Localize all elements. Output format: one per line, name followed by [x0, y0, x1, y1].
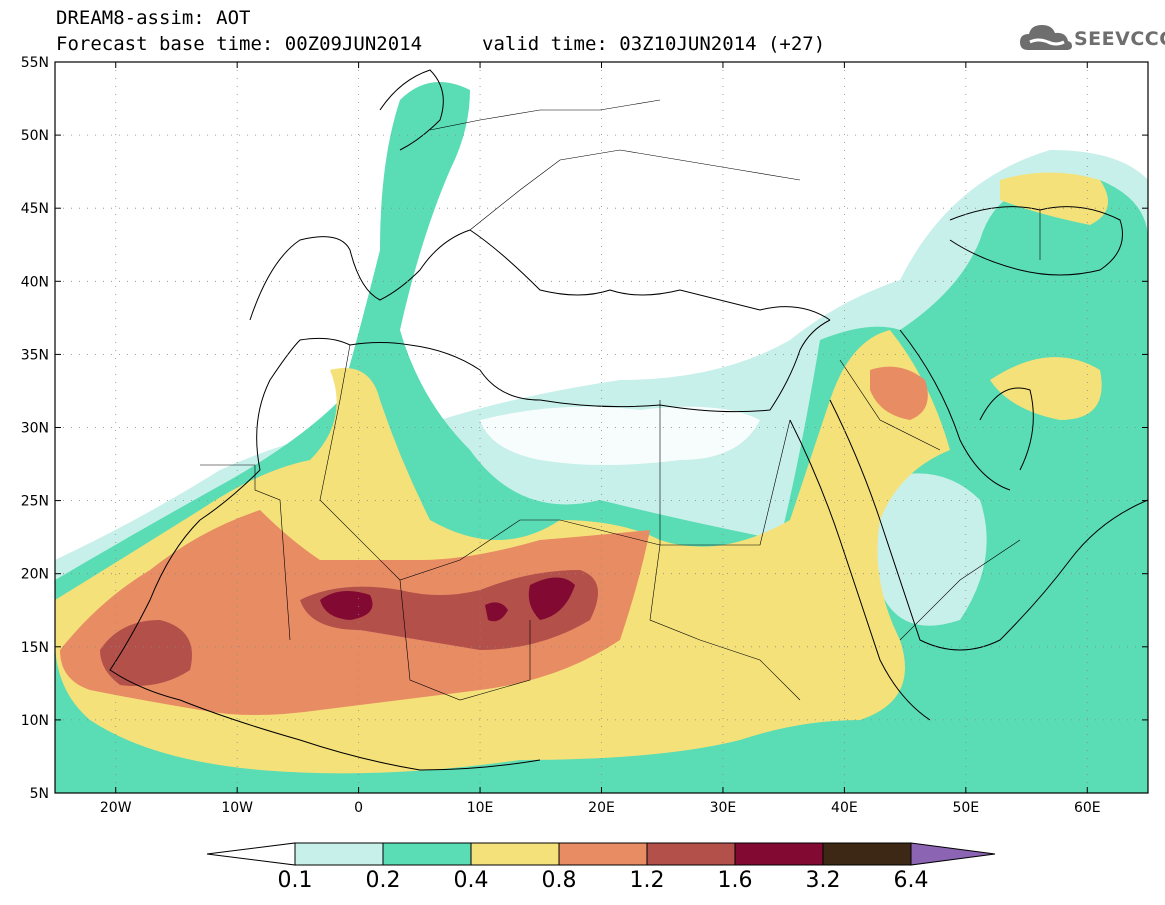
lat-tick-label: 55N	[21, 55, 49, 71]
lat-tick-label: 20N	[21, 567, 49, 583]
colorbar-label: 0.2	[365, 868, 401, 893]
forecast-base-time: Forecast base time: 00Z09JUN2014	[56, 33, 423, 55]
aot-area-iraq-orange	[870, 366, 928, 420]
map-title: DREAM8-assim: AOT	[56, 7, 251, 29]
colorbar-label: 1.6	[717, 868, 753, 893]
lon-tick-label: 20E	[588, 800, 615, 816]
lon-tick-label: 60E	[1074, 800, 1101, 816]
colorbar-label: 0.4	[453, 868, 489, 893]
aot-area-sahel-1-2	[300, 570, 598, 650]
colorbar-low-arrow	[206, 842, 296, 866]
coast-gulf	[899, 329, 1011, 491]
lon-tick-label: 10E	[467, 800, 494, 816]
coast-persian	[979, 387, 1034, 471]
aot-area-max-west	[320, 591, 373, 620]
lat-tick-label: 45N	[21, 201, 49, 217]
colorbar-label: 0.1	[277, 868, 313, 893]
colorbar-box	[558, 842, 648, 866]
colorbar-high-arrow	[910, 842, 996, 866]
country-borders	[200, 99, 1041, 701]
colorbar-box	[822, 842, 912, 866]
logo-text: SEEVCCC	[1074, 28, 1165, 50]
lon-tick-label: 30E	[710, 800, 737, 816]
aot-field	[55, 82, 1148, 793]
seevccc-logo: SEEVCCC	[1018, 20, 1165, 60]
lat-tick-label: 35N	[21, 347, 49, 363]
coastlines	[109, 69, 1148, 771]
lat-tick-label: 50N	[21, 128, 49, 144]
aot-area-iran-yellow	[990, 357, 1102, 420]
lon-tick-label: 10W	[221, 800, 253, 816]
aot-area-libya-clean	[480, 406, 760, 465]
cloud-icon	[1020, 25, 1072, 50]
aot-area-senegal-1-2	[100, 620, 192, 686]
colorbar-label: 6.4	[893, 868, 929, 893]
lon-tick-label: 50E	[952, 800, 979, 816]
lon-tick-label: 0	[354, 800, 363, 816]
aot-area-arabia-low	[870, 473, 987, 626]
lat-tick-label: 5N	[30, 786, 49, 802]
aot-area-max-mid	[485, 602, 508, 622]
aot-area-caspian-yellow	[1000, 172, 1108, 225]
lon-tick-label: 40E	[831, 800, 858, 816]
aot-area-max-east	[528, 577, 575, 620]
colorbar-label: 1.2	[629, 868, 665, 893]
axis-tick-labels: 5N 10N 15N 20N 25N 30N 35N 40N 45N 50N 55N 20W 10W 0 1…	[21, 55, 1101, 816]
colorbar-box	[734, 842, 824, 866]
lat-tick-label: 25N	[21, 494, 49, 510]
coast-north-africa	[256, 319, 831, 471]
lat-tick-label: 30N	[21, 421, 49, 437]
colorbar-box	[470, 842, 560, 866]
coast-north-sea	[379, 69, 444, 151]
coast-arabia	[829, 399, 1148, 651]
colorbar-box	[646, 842, 736, 866]
colorbar-label: 0.8	[541, 868, 577, 893]
lon-tick-label: 20W	[100, 800, 132, 816]
coast-west-africa	[109, 469, 541, 771]
lat-tick-label: 10N	[21, 713, 49, 729]
colorbar-label: 3.2	[805, 868, 841, 893]
lat-tick-label: 40N	[21, 274, 49, 290]
valid-time: valid time: 03Z10JUN2014 (+27)	[482, 33, 826, 55]
axis-ticks	[55, 61, 1148, 794]
coast-red-sea-west	[789, 419, 931, 721]
coast-black-caspian	[949, 206, 1123, 276]
coast-south-europe	[249, 229, 831, 321]
lat-tick-label: 15N	[21, 640, 49, 656]
colorbar-box	[382, 842, 472, 866]
colorbar-box	[294, 842, 384, 866]
